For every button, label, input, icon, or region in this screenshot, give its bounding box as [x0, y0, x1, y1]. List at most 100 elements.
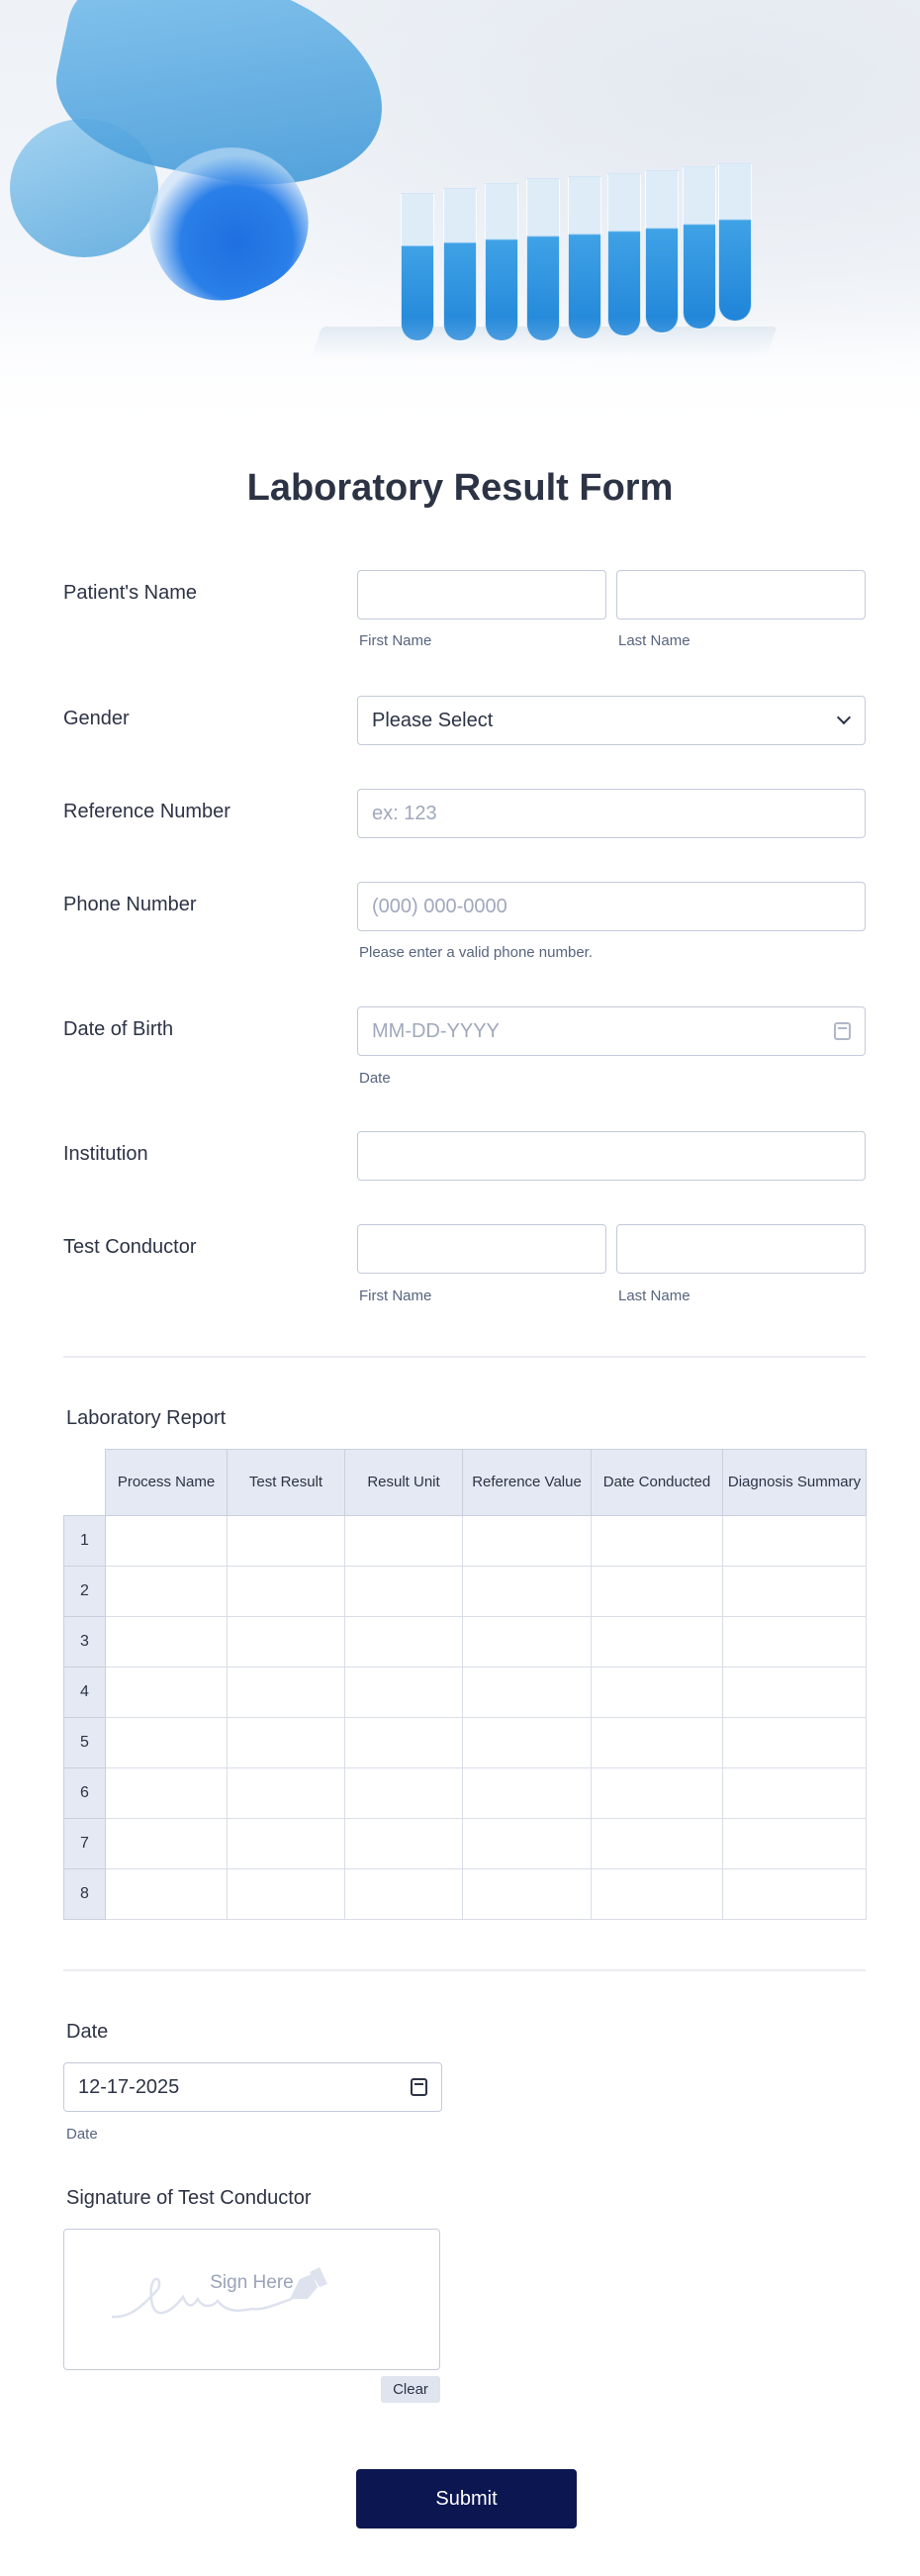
date-of-birth-placeholder: MM-DD-YYYY — [372, 1019, 500, 1042]
table-cell-input[interactable] — [227, 1868, 345, 1920]
table-row: 3 — [63, 1616, 867, 1668]
gender-select[interactable]: Please Select — [357, 696, 866, 745]
reference-number-input[interactable]: ex: 123 — [357, 789, 866, 838]
table-cell-input[interactable] — [722, 1767, 867, 1819]
table-header-row: Process Name Test Result Result Unit Ref… — [63, 1449, 867, 1516]
table-cell-input[interactable] — [105, 1616, 228, 1668]
table-cell-input[interactable] — [105, 1868, 228, 1920]
phone-number-input[interactable]: (000) 000-0000 — [357, 882, 866, 931]
date-label: Date — [66, 2021, 109, 2043]
column-header: Test Result — [227, 1449, 345, 1516]
signature-pad[interactable]: Sign Here — [63, 2229, 440, 2370]
table-cell-input[interactable] — [227, 1667, 345, 1718]
table-cell-input[interactable] — [462, 1717, 592, 1768]
table-cell-input[interactable] — [591, 1767, 723, 1819]
signature-label: Signature of Test Conductor — [66, 2187, 312, 2209]
row-number: 8 — [63, 1868, 106, 1920]
patient-last-name-input[interactable] — [616, 570, 866, 620]
section-divider — [63, 1969, 866, 1971]
phone-number-placeholder: (000) 000-0000 — [372, 895, 507, 917]
table-cell-input[interactable] — [462, 1767, 592, 1819]
table-cell-input[interactable] — [722, 1566, 867, 1617]
table-cell-input[interactable] — [344, 1667, 463, 1718]
table-cell-input[interactable] — [105, 1667, 228, 1718]
table-cell-input[interactable] — [462, 1667, 592, 1718]
table-cell-input[interactable] — [591, 1868, 723, 1920]
signature-scribble-icon — [111, 2267, 327, 2319]
date-sublabel: Date — [66, 2126, 98, 2143]
table-cell-input[interactable] — [591, 1566, 723, 1617]
column-header: Process Name — [105, 1449, 228, 1516]
conductor-first-name-input[interactable] — [357, 1224, 606, 1274]
table-cell-input[interactable] — [722, 1818, 867, 1869]
row-number: 7 — [63, 1818, 106, 1869]
table-cell-input[interactable] — [344, 1767, 463, 1819]
table-cell-input[interactable] — [105, 1515, 228, 1567]
row-number: 1 — [63, 1515, 106, 1567]
table-cell-input[interactable] — [344, 1868, 463, 1920]
table-row: 1 — [63, 1515, 867, 1567]
table-cell-input[interactable] — [227, 1616, 345, 1668]
table-cell-input[interactable] — [722, 1717, 867, 1768]
table-cell-input[interactable] — [462, 1616, 592, 1668]
column-header: Reference Value — [462, 1449, 592, 1516]
clear-signature-button[interactable]: Clear — [381, 2376, 440, 2403]
table-cell-input[interactable] — [722, 1667, 867, 1718]
submit-button[interactable]: Submit — [356, 2469, 577, 2528]
institution-input[interactable] — [357, 1131, 866, 1181]
table-cell-input[interactable] — [344, 1616, 463, 1668]
table-cell-input[interactable] — [344, 1566, 463, 1617]
patient-first-name-input[interactable] — [357, 570, 606, 620]
table-row: 5 — [63, 1717, 867, 1768]
column-header: Diagnosis Summary — [722, 1449, 867, 1516]
table-cell-input[interactable] — [344, 1818, 463, 1869]
table-row: 6 — [63, 1767, 867, 1819]
table-cell-input[interactable] — [344, 1717, 463, 1768]
table-cell-input[interactable] — [591, 1515, 723, 1567]
laboratory-report-label: Laboratory Report — [66, 1407, 227, 1429]
date-of-birth-label: Date of Birth — [63, 1018, 174, 1040]
row-number: 6 — [63, 1767, 106, 1819]
phone-help-text: Please enter a valid phone number. — [359, 944, 593, 961]
last-name-sublabel: Last Name — [618, 632, 690, 649]
table-cell-input[interactable] — [105, 1717, 228, 1768]
table-cell-input[interactable] — [227, 1515, 345, 1567]
table-cell-input[interactable] — [227, 1818, 345, 1869]
table-cell-input[interactable] — [591, 1667, 723, 1718]
table-cell-input[interactable] — [722, 1868, 867, 1920]
row-number: 5 — [63, 1717, 106, 1768]
table-cell-input[interactable] — [722, 1616, 867, 1668]
section-divider — [63, 1356, 866, 1358]
table-cell-input[interactable] — [105, 1818, 228, 1869]
table-cell-input[interactable] — [591, 1717, 723, 1768]
table-cell-input[interactable] — [462, 1868, 592, 1920]
date-input[interactable]: 12-17-2025 — [63, 2062, 442, 2112]
table-cell-input[interactable] — [227, 1717, 345, 1768]
calendar-icon[interactable] — [411, 2078, 427, 2096]
table-cell-input[interactable] — [722, 1515, 867, 1567]
table-cell-input[interactable] — [591, 1616, 723, 1668]
chevron-down-icon — [836, 710, 852, 725]
date-of-birth-input[interactable]: MM-DD-YYYY — [357, 1006, 866, 1056]
calendar-icon[interactable] — [834, 1022, 851, 1040]
table-cell-input[interactable] — [227, 1767, 345, 1819]
form-title: Laboratory Result Form — [246, 467, 674, 509]
test-conductor-label: Test Conductor — [63, 1236, 197, 1258]
table-cell-input[interactable] — [227, 1566, 345, 1617]
sign-here-placeholder: Sign Here — [210, 2272, 294, 2293]
table-cell-input[interactable] — [462, 1515, 592, 1567]
reference-number-label: Reference Number — [63, 801, 230, 822]
date-value: 12-17-2025 — [78, 2075, 180, 2098]
table-cell-input[interactable] — [344, 1515, 463, 1567]
header-image — [0, 0, 920, 435]
conductor-last-name-input[interactable] — [616, 1224, 866, 1274]
table-cell-input[interactable] — [462, 1818, 592, 1869]
table-cell-input[interactable] — [105, 1767, 228, 1819]
row-number-header — [63, 1449, 106, 1516]
table-cell-input[interactable] — [591, 1818, 723, 1869]
row-number: 4 — [63, 1667, 106, 1718]
table-cell-input[interactable] — [105, 1566, 228, 1617]
table-cell-input[interactable] — [462, 1566, 592, 1617]
table-row: 7 — [63, 1818, 867, 1869]
conductor-first-name-sublabel: First Name — [359, 1288, 432, 1304]
